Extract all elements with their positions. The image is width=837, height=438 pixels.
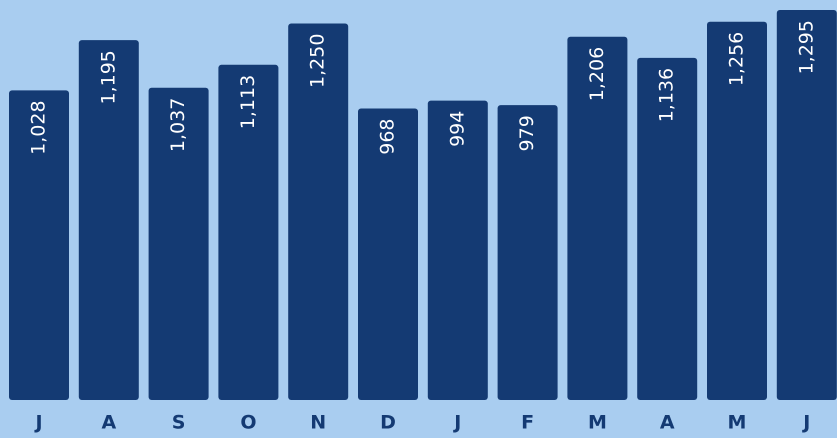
x-tick-label: N: [310, 412, 326, 434]
value-label: 1,028: [28, 100, 50, 154]
bar: [288, 23, 349, 400]
value-label: 1,256: [726, 32, 748, 86]
value-label: 1,037: [167, 98, 189, 152]
bar: [567, 36, 628, 400]
value-label: 1,136: [656, 68, 678, 122]
bar: [497, 105, 558, 401]
x-tick-label: J: [801, 412, 810, 434]
value-label: 1,206: [586, 47, 608, 101]
x-tick-label: F: [521, 412, 534, 434]
bar: [9, 90, 69, 400]
x-tick-label: J: [452, 412, 461, 434]
x-tick-label: J: [33, 412, 42, 434]
value-label: 1,250: [307, 34, 329, 88]
bar: [218, 64, 279, 400]
x-tick-label: A: [660, 412, 675, 434]
value-label: 979: [516, 115, 538, 151]
x-tick-label: M: [588, 412, 607, 434]
value-label: 1,295: [795, 20, 817, 74]
bar: [707, 21, 767, 400]
bar: [427, 100, 488, 400]
bar: [358, 108, 418, 401]
value-label: 1,195: [97, 50, 119, 104]
bar: [776, 10, 837, 400]
bar: [78, 40, 139, 400]
x-tick-label: A: [101, 412, 116, 434]
value-label: 1,113: [237, 75, 259, 129]
value-label: 994: [446, 111, 468, 147]
bar: [637, 57, 698, 401]
value-label: 968: [377, 118, 399, 154]
x-tick-label: M: [728, 412, 747, 434]
bar: [148, 87, 209, 400]
x-tick-label: D: [380, 412, 396, 434]
x-tick-label: O: [240, 412, 256, 434]
x-tick-label: S: [172, 412, 186, 434]
